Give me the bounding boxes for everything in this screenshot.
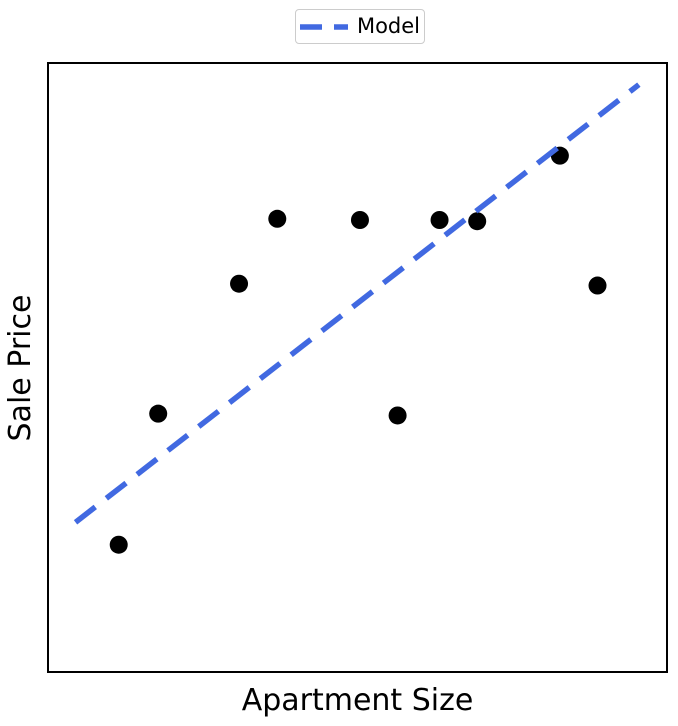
scatter-plot (73, 82, 641, 554)
data-point (350, 210, 369, 229)
data-point (388, 406, 407, 425)
data-point (430, 210, 449, 229)
plot-area (47, 62, 668, 673)
data-point (268, 209, 287, 228)
x-axis-label: Apartment Size (241, 683, 474, 718)
model-line-sample-icon (299, 23, 348, 30)
data-point (109, 535, 128, 554)
data-point (230, 274, 249, 293)
y-axis-label: Sale Price (3, 294, 38, 442)
model-line (73, 82, 641, 525)
legend-label-model: Model (356, 14, 421, 38)
data-point (149, 404, 168, 423)
data-point (588, 276, 607, 295)
legend: Model (295, 9, 425, 44)
data-point (468, 212, 487, 231)
